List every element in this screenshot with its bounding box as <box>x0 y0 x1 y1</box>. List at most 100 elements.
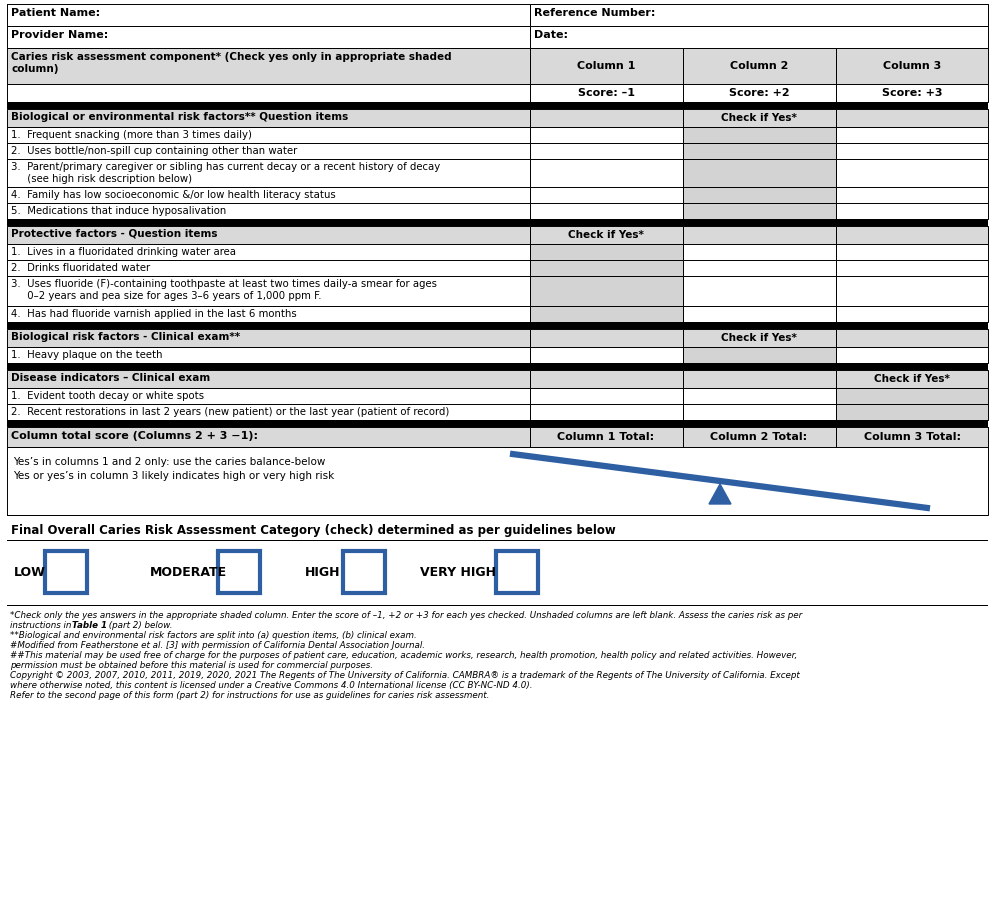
Text: Column 1 Total:: Column 1 Total: <box>557 432 654 442</box>
Bar <box>7 540 988 541</box>
Bar <box>836 226 988 244</box>
Text: Check if Yes*: Check if Yes* <box>874 374 950 384</box>
Bar <box>836 244 988 260</box>
Bar <box>683 109 836 127</box>
Text: 4.  Family has low socioeconomic &/or low health literacy status: 4. Family has low socioeconomic &/or low… <box>11 190 336 200</box>
Bar <box>7 127 530 143</box>
Text: LOW: LOW <box>14 565 46 578</box>
Bar <box>530 329 683 347</box>
Bar <box>530 109 683 127</box>
Text: Yes’s in columns 1 and 2 only: use the caries balance-below: Yes’s in columns 1 and 2 only: use the c… <box>13 457 326 467</box>
Bar <box>683 226 836 244</box>
Text: 5.  Medications that induce hyposalivation: 5. Medications that induce hyposalivatio… <box>11 206 226 216</box>
Bar <box>7 427 530 447</box>
Text: Biological risk factors - Clinical exam**: Biological risk factors - Clinical exam*… <box>11 332 240 342</box>
Bar <box>836 370 988 388</box>
Bar <box>683 388 836 404</box>
Text: Date:: Date: <box>534 30 568 40</box>
Bar <box>7 370 530 388</box>
Bar <box>836 388 988 404</box>
Bar <box>683 127 836 143</box>
Text: Check if Yes*: Check if Yes* <box>568 230 643 240</box>
Bar <box>683 187 836 203</box>
Bar <box>683 329 836 347</box>
Text: 2.  Uses bottle/non-spill cup containing other than water: 2. Uses bottle/non-spill cup containing … <box>11 146 297 156</box>
Bar <box>343 551 385 593</box>
Bar <box>7 447 988 515</box>
Bar <box>683 370 836 388</box>
Bar <box>836 159 988 187</box>
Bar <box>836 404 988 420</box>
Text: 3.  Parent/primary caregiver or sibling has current decay or a recent history of: 3. Parent/primary caregiver or sibling h… <box>11 162 440 184</box>
Bar <box>530 260 683 276</box>
Bar <box>530 159 683 187</box>
Text: Column 3 Total:: Column 3 Total: <box>864 432 960 442</box>
Text: Score: +3: Score: +3 <box>882 88 942 98</box>
Bar <box>683 244 836 260</box>
Bar <box>7 84 530 102</box>
Bar <box>7 4 530 26</box>
Text: (part 2) below.: (part 2) below. <box>106 621 173 630</box>
Bar <box>7 260 530 276</box>
Bar <box>496 551 537 593</box>
Text: Final Overall Caries Risk Assessment Category (check) determined as per guidelin: Final Overall Caries Risk Assessment Cat… <box>11 524 616 537</box>
Bar <box>836 187 988 203</box>
Bar <box>7 219 988 226</box>
Text: *Check only the yes answers in the appropriate shaded column. Enter the score of: *Check only the yes answers in the appro… <box>10 611 802 620</box>
Polygon shape <box>709 484 731 504</box>
Bar <box>530 404 683 420</box>
Bar <box>7 187 530 203</box>
Text: HIGH: HIGH <box>305 565 341 578</box>
Bar <box>7 244 530 260</box>
Text: 4.  Has had fluoride varnish applied in the last 6 months: 4. Has had fluoride varnish applied in t… <box>11 309 297 319</box>
Text: VERY HIGH: VERY HIGH <box>420 565 496 578</box>
Bar <box>530 370 683 388</box>
Text: 1.  Heavy plaque on the teeth: 1. Heavy plaque on the teeth <box>11 350 163 360</box>
Bar <box>530 26 988 48</box>
Bar <box>836 143 988 159</box>
Text: Column 3: Column 3 <box>883 61 941 71</box>
Text: Column 2: Column 2 <box>730 61 788 71</box>
Text: MODERATE: MODERATE <box>150 565 227 578</box>
Text: Score: +2: Score: +2 <box>729 88 789 98</box>
Bar <box>683 159 836 187</box>
Bar <box>7 48 530 84</box>
Bar <box>683 427 836 447</box>
Bar <box>683 84 836 102</box>
Text: Yes or yes’s in column 3 likely indicates high or very high risk: Yes or yes’s in column 3 likely indicate… <box>13 471 335 481</box>
Text: Protective factors - Question items: Protective factors - Question items <box>11 229 217 239</box>
Bar <box>836 347 988 363</box>
Bar <box>7 102 988 109</box>
Bar <box>7 515 988 516</box>
Bar <box>7 388 530 404</box>
Bar <box>530 306 683 322</box>
Bar <box>530 84 683 102</box>
Bar <box>683 203 836 219</box>
Bar <box>7 276 530 306</box>
Text: **Biological and environmental risk factors are split into (a) question items, (: **Biological and environmental risk fact… <box>10 631 417 640</box>
Bar <box>45 551 86 593</box>
Text: Check if Yes*: Check if Yes* <box>721 113 797 123</box>
Bar <box>7 143 530 159</box>
Bar <box>683 306 836 322</box>
Bar <box>7 109 530 127</box>
Bar <box>7 404 530 420</box>
Bar <box>683 48 836 84</box>
Text: Provider Name:: Provider Name: <box>11 30 108 40</box>
Bar <box>7 306 530 322</box>
Bar <box>7 159 530 187</box>
Bar <box>836 203 988 219</box>
Bar <box>7 226 530 244</box>
Text: Table 1: Table 1 <box>72 621 107 630</box>
Bar <box>530 276 683 306</box>
Bar <box>836 276 988 306</box>
Bar <box>530 203 683 219</box>
Text: Column 2 Total:: Column 2 Total: <box>710 432 807 442</box>
Bar <box>530 143 683 159</box>
Bar <box>530 427 683 447</box>
Text: Column total score (Columns 2 + 3 −1):: Column total score (Columns 2 + 3 −1): <box>11 431 258 441</box>
Bar <box>530 127 683 143</box>
Text: Biological or environmental risk factors** Question items: Biological or environmental risk factors… <box>11 112 349 122</box>
Bar <box>530 244 683 260</box>
Text: Disease indicators – Clinical exam: Disease indicators – Clinical exam <box>11 373 211 383</box>
